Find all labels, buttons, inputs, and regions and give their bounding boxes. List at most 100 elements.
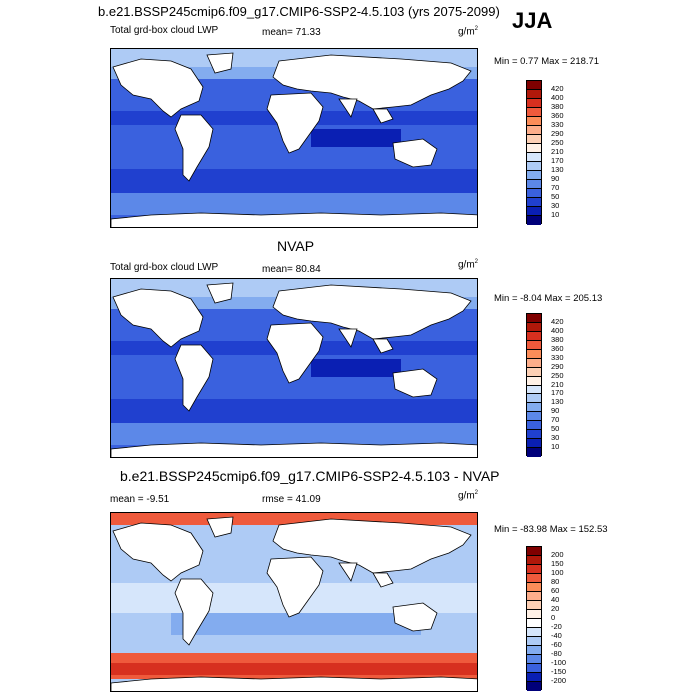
panel2-map-svg (111, 279, 477, 457)
panel2-mean: mean= 80.84 (262, 264, 321, 275)
colorbar-cell (527, 412, 541, 422)
colorbar-cell (527, 162, 541, 171)
panel3-rmse: rmse = 41.09 (262, 494, 321, 505)
panel1-mean: mean= 71.33 (262, 27, 321, 38)
colorbar-cell (527, 207, 541, 216)
colorbar-cell (527, 592, 541, 601)
colorbar-cell (527, 108, 541, 117)
colorbar-cell (527, 340, 541, 350)
colorbar-label: 90 (551, 406, 560, 416)
colorbar-label: 60 (551, 586, 560, 595)
colorbar-cell (527, 673, 541, 682)
colorbar-label: 330 (551, 120, 564, 129)
colorbar-cell (527, 189, 541, 198)
colorbar-label: 100 (551, 568, 564, 577)
colorbar-label: 400 (551, 93, 564, 102)
colorbar-label: -20 (551, 622, 562, 631)
colorbar-label: 130 (551, 397, 564, 407)
colorbar-label: 250 (551, 138, 564, 147)
colorbar-label: 420 (551, 316, 564, 326)
colorbar-cell (527, 628, 541, 637)
colorbar-cell (527, 180, 541, 189)
panel2-units: g/m2 (458, 259, 479, 271)
colorbar-label: 210 (551, 379, 564, 389)
panel3-title: b.e21.BSSP245cmip6.f09_g17.CMIP6-SSP2-4.… (120, 468, 500, 484)
colorbar-cell (527, 216, 541, 225)
colorbar-cell (527, 403, 541, 413)
colorbar-cell (527, 117, 541, 126)
panel3-map-svg (111, 513, 477, 691)
colorbar-label: 80 (551, 577, 560, 586)
colorbar-cell (527, 574, 541, 583)
colorbar-label: -100 (551, 658, 567, 667)
colorbar-cell (527, 637, 541, 646)
colorbar-cell (527, 385, 541, 395)
panel3-colorbar (526, 546, 542, 691)
colorbar-label: 90 (551, 174, 560, 183)
colorbar-label: 30 (551, 201, 560, 210)
colorbar-cell (527, 349, 541, 359)
colorbar-label: 0 (551, 613, 556, 622)
colorbar-label: 380 (551, 102, 564, 111)
panel1-colorbar (526, 80, 542, 225)
colorbar-label: 210 (551, 147, 564, 156)
colorbar-cell (527, 619, 541, 628)
panel1-map (110, 48, 478, 228)
colorbar-label: 70 (551, 183, 560, 192)
colorbar-label: 50 (551, 424, 560, 434)
colorbar-cell (527, 556, 541, 565)
panel1-variable: Total grd-box cloud LWP (110, 25, 219, 36)
colorbar-cell (527, 314, 541, 323)
colorbar-label: 150 (551, 559, 564, 568)
colorbar-cell (527, 430, 541, 440)
colorbar-cell (527, 583, 541, 592)
colorbar-cell (527, 81, 541, 90)
colorbar-label: 20 (551, 604, 560, 613)
colorbar-cell (527, 601, 541, 610)
panel1-map-svg (111, 49, 477, 227)
panel3-mean: mean = -9.51 (110, 494, 170, 505)
colorbar-label: 420 (551, 84, 564, 93)
colorbar-cell (527, 439, 541, 449)
figure-title: b.e21.BSSP245cmip6.f09_g17.CMIP6-SSP2-4.… (98, 4, 500, 19)
colorbar-label: 360 (551, 343, 564, 353)
colorbar-label: 130 (551, 165, 564, 174)
colorbar-label: -200 (551, 676, 567, 685)
colorbar-label: -150 (551, 667, 567, 676)
colorbar-cell (527, 682, 541, 691)
colorbar-cell (527, 565, 541, 574)
panel2-colorbar (526, 313, 542, 457)
colorbar-cell (527, 153, 541, 162)
colorbar-label: 290 (551, 129, 564, 138)
colorbar-cell (527, 331, 541, 341)
colorbar-cell (527, 144, 541, 153)
colorbar-label: -40 (551, 631, 562, 640)
colorbar-cell (527, 171, 541, 180)
colorbar-label: 170 (551, 156, 564, 165)
colorbar-label: 10 (551, 210, 560, 219)
colorbar-cell (527, 99, 541, 108)
colorbar-label: 200 (551, 550, 564, 559)
colorbar-label: 360 (551, 111, 564, 120)
colorbar-cell (527, 421, 541, 431)
colorbar-label: 170 (551, 388, 564, 398)
colorbar-cell (527, 90, 541, 99)
panel2-title: NVAP (277, 238, 315, 254)
panel2-minmax: Min = -8.04 Max = 205.13 (494, 293, 603, 304)
colorbar-label: 400 (551, 325, 564, 335)
colorbar-label: 290 (551, 361, 564, 371)
colorbar-cell (527, 610, 541, 619)
panel3-map (110, 512, 478, 692)
colorbar-label: 380 (551, 334, 564, 344)
colorbar-cell (527, 322, 541, 332)
colorbar-cell (527, 664, 541, 673)
colorbar-cell (527, 448, 541, 457)
colorbar-cell (527, 547, 541, 556)
colorbar-cell (527, 394, 541, 404)
colorbar-label: 30 (551, 433, 560, 443)
colorbar-label: -80 (551, 649, 562, 658)
colorbar-cell (527, 135, 541, 144)
colorbar-cell (527, 126, 541, 135)
panel1-units: g/m2 (458, 26, 479, 38)
colorbar-label: -60 (551, 640, 562, 649)
